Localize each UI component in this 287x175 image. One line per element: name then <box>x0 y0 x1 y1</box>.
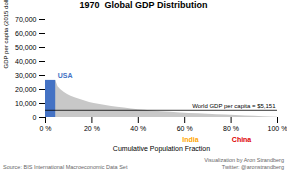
svg-text:40 %: 40 % <box>130 125 146 132</box>
html-text:Visualization by Aron Strandbe: Visualization by Aron Strandberg Twitter… <box>204 157 284 170</box>
html-text:1970 Global GDP Distribution: 1970 Global GDP Distribution <box>79 0 208 10</box>
svg-text:India: India <box>182 136 198 143</box>
svg-text:50,000: 50,000 <box>15 44 37 51</box>
svg-text:GDP per capita (2015 dollars): GDP per capita (2015 dollars) <box>3 0 9 69</box>
svg-text:China: China <box>232 136 252 143</box>
svg-text:0: 0 <box>33 114 37 121</box>
svg-text:10,000: 10,000 <box>15 100 37 107</box>
svg-text:80 %: 80 % <box>223 125 239 132</box>
svg-text:20 %: 20 % <box>84 125 100 132</box>
svg-text:0 %: 0 % <box>39 125 51 132</box>
html-text:Source: BIS International Macr: Source: BIS International Macroeconomic … <box>3 164 128 170</box>
svg-text:100 %: 100 % <box>268 125 287 132</box>
svg-text:30,000: 30,000 <box>15 72 37 79</box>
svg-text:60,000: 60,000 <box>15 30 37 37</box>
svg-text:Cumulative Population Fraction: Cumulative Population Fraction <box>113 145 210 153</box>
svg-text:USA: USA <box>58 72 73 79</box>
svg-text:20,000: 20,000 <box>15 86 37 93</box>
svg-text:40,000: 40,000 <box>15 58 37 65</box>
svg-text:60 %: 60 % <box>177 125 193 132</box>
svg-text:70,000: 70,000 <box>15 16 37 23</box>
svg-text:World GDP per capita = $5,151: World GDP per capita = $5,151 <box>192 103 276 109</box>
